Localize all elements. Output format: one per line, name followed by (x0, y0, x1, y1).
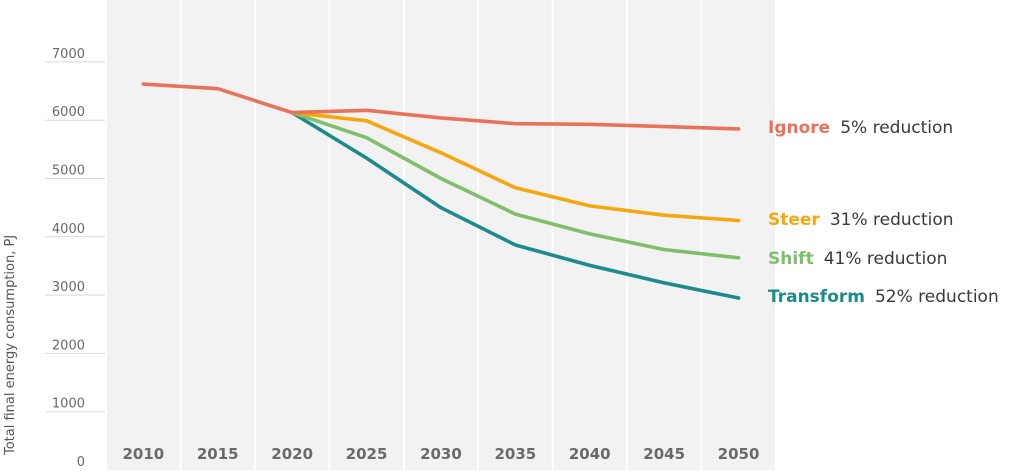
series-name: Ignore (768, 118, 830, 138)
x-axis: 2010 2015 2020 2025 2030 2035 2040 2045 2050 (122, 445, 759, 463)
x-tick-label: 2045 (643, 445, 685, 463)
series-line-shift (290, 110, 741, 260)
x-tick-label: 2035 (494, 445, 536, 463)
y-tick-label: 7000 (52, 47, 85, 62)
y-tick-label: 3000 (52, 280, 85, 295)
series-note: 31% reduction (830, 210, 954, 230)
series-label-shift: Shift 41% reduction (768, 249, 947, 269)
series-name: Shift (768, 249, 814, 269)
plot-column (479, 0, 552, 470)
series-name: Steer (768, 210, 820, 230)
x-tick-label: 2050 (718, 445, 760, 463)
plot-column (702, 0, 775, 470)
y-tick-label: 0 (77, 455, 85, 470)
y-axis: 0 1000 2000 3000 4000 5000 6000 7000 (45, 47, 105, 470)
x-tick-label: 2010 (122, 445, 164, 463)
plot-column (107, 0, 180, 470)
series-label-ignore: Ignore 5% reduction (768, 118, 953, 138)
series-line-ignore (141, 82, 741, 131)
series-line-transform (290, 110, 741, 300)
y-tick-label: 6000 (52, 105, 85, 120)
series-label-transform: Transform 52% reduction (768, 287, 999, 307)
series-name: Transform (768, 287, 865, 307)
plot-column (404, 0, 478, 470)
series-note: 5% reduction (840, 118, 953, 138)
series-line-steer (290, 110, 741, 223)
y-tick-label: 4000 (52, 222, 85, 237)
x-tick-label: 2020 (271, 445, 313, 463)
y-tick-label: 1000 (52, 397, 85, 412)
plot-background (107, 0, 775, 470)
series-label-steer: Steer 31% reduction (768, 210, 954, 230)
plot-column (181, 0, 255, 470)
plot-column (255, 0, 329, 470)
x-tick-label: 2040 (569, 445, 611, 463)
y-tick-label: 2000 (52, 338, 85, 353)
series-layer (141, 82, 741, 300)
y-tick-label: 5000 (52, 164, 85, 179)
series-note: 41% reduction (824, 249, 948, 269)
plot-column (330, 0, 403, 470)
x-tick-label: 2030 (420, 445, 462, 463)
x-tick-label: 2015 (197, 445, 239, 463)
plot-column (627, 0, 701, 470)
series-note: 52% reduction (875, 287, 999, 307)
series-labels: Ignore 5% reduction Steer 31% reduction Shif… (768, 118, 999, 307)
y-axis-label: Total final energy consumption, PJ (3, 235, 18, 456)
x-tick-label: 2025 (346, 445, 388, 463)
